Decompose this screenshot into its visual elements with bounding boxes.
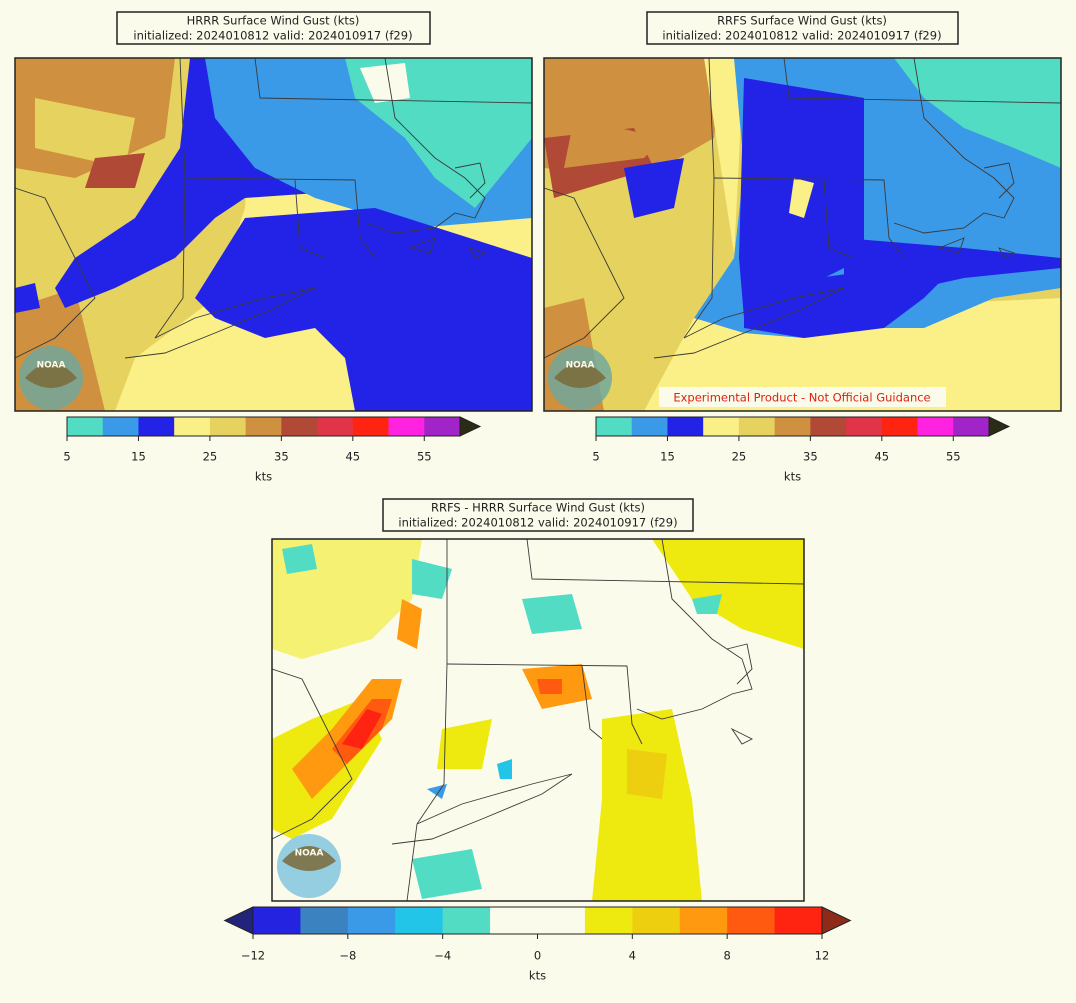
colorbar-segment: [174, 417, 211, 436]
map-difference: NOAA: [271, 538, 805, 902]
colorbar: 5 15 25 35 45 55 kts: [63, 416, 482, 484]
panel-title: RRFS - HRRR Surface Wind Gust (kts): [431, 501, 645, 515]
tick-label: −4: [434, 949, 451, 963]
colorbar-frame: [66, 416, 461, 437]
colorbar-label: kts: [784, 470, 801, 484]
colorbar-segment: [727, 907, 776, 934]
logo-text: NOAA: [37, 361, 66, 371]
panel-subtitle: initialized: 2024010812 valid: 202401091…: [133, 29, 412, 43]
colorbar-segment: [917, 417, 954, 436]
colorbar-segment: [352, 417, 390, 436]
tick-label: 8: [724, 949, 731, 963]
colorbar-segment: [953, 417, 990, 436]
logo-text: NOAA: [295, 849, 324, 859]
colorbar-extend: [988, 416, 1011, 437]
colorbar: 5 15 25 35 45 55 kts: [592, 416, 1011, 484]
tick-label: 5: [592, 450, 599, 464]
title-box: [116, 11, 431, 45]
colorbar-segment: [300, 907, 349, 934]
tick-label: 45: [874, 450, 889, 464]
colorbar-label: kts: [255, 470, 272, 484]
colorbar-segment: [703, 417, 740, 436]
tick-label: 0: [534, 949, 541, 963]
colorbar-segment: [846, 417, 883, 436]
tick-label: 25: [732, 450, 747, 464]
tick-label: 55: [946, 450, 961, 464]
colorbar-segment: [596, 417, 633, 436]
tick-label: 4: [629, 949, 636, 963]
colorbar-segment: [667, 417, 704, 436]
panel-title: RRFS Surface Wind Gust (kts): [717, 14, 887, 28]
panel-title: HRRR Surface Wind Gust (kts): [187, 14, 360, 28]
panel-subtitle: initialized: 2024010812 valid: 202401091…: [662, 29, 941, 43]
colorbar-segment: [537, 907, 586, 934]
colorbar-segment: [632, 907, 681, 934]
colorbar-segment: [245, 417, 282, 436]
tick-label: 15: [660, 450, 675, 464]
colorbar-segment: [442, 907, 491, 934]
colorbar-segment: [395, 907, 444, 934]
panel-subtitle: initialized: 2024010812 valid: 202401091…: [398, 516, 677, 530]
title-box: [382, 498, 694, 532]
colorbar-extend: [821, 906, 852, 935]
colorbar-segment: [584, 907, 633, 934]
tick-label: 15: [131, 450, 146, 464]
colorbar-segment: [490, 907, 538, 934]
colorbar-segment: [810, 417, 847, 436]
colorbar-segment: [631, 417, 668, 436]
title-box: [646, 11, 959, 45]
colorbar-segment: [67, 417, 104, 436]
colorbar-segment: [388, 417, 425, 436]
colorbar-segment: [424, 417, 461, 436]
colorbar-segment: [209, 417, 247, 436]
tick-label: 5: [63, 450, 70, 464]
logo-text: NOAA: [566, 361, 595, 371]
colorbar-segment: [317, 417, 354, 436]
tick-label: −12: [241, 949, 265, 963]
colorbar: −12 −8 −4 0 4 8 12 kts: [223, 906, 852, 983]
tick-label: 45: [345, 450, 360, 464]
colorbar-segment: [347, 907, 396, 934]
colorbar-segment: [774, 417, 811, 436]
colorbar-frame: [595, 416, 990, 437]
tick-label: 12: [815, 949, 830, 963]
tick-label: 35: [803, 450, 818, 464]
tick-label: −8: [339, 949, 356, 963]
colorbar-extend: [223, 906, 254, 935]
map-rrfs: NOAA Experimental Product - Not Official…: [543, 57, 1062, 412]
colorbar-segment: [679, 907, 728, 934]
colorbar-segment: [281, 417, 318, 436]
tick-label: 55: [417, 450, 432, 464]
colorbar-extend: [459, 416, 482, 437]
colorbar-label: kts: [529, 969, 546, 983]
colorbar-segment: [253, 907, 301, 934]
colorbar-segment: [138, 417, 175, 436]
tick-label: 25: [203, 450, 218, 464]
tick-label: 35: [274, 450, 289, 464]
colorbar-segment: [738, 417, 776, 436]
watermark: Experimental Product - Not Official Guid…: [673, 391, 930, 405]
colorbar-segment: [102, 417, 139, 436]
colorbar-segment: [881, 417, 919, 436]
map-hrrr: NOAA: [14, 57, 533, 412]
colorbar-segment: [774, 907, 823, 934]
